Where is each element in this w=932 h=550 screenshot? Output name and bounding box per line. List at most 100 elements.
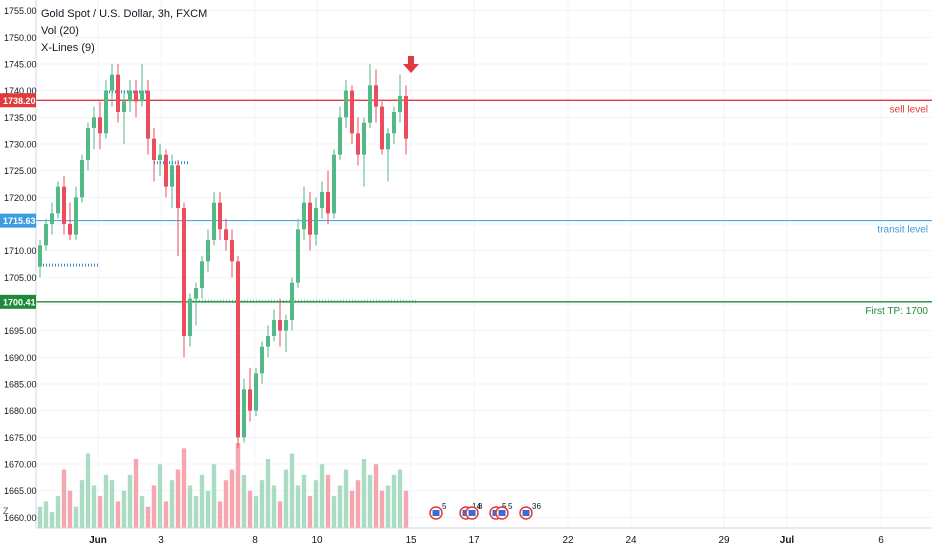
candle[interactable] [140, 64, 144, 107]
candle[interactable] [314, 197, 318, 246]
time-tick-label: Jul [780, 535, 795, 546]
zoom-z-icon[interactable]: Z [3, 506, 9, 516]
candle[interactable] [194, 282, 198, 326]
candle[interactable] [272, 309, 276, 342]
economic-events[interactable]: 5 148 5 5 36 [429, 502, 541, 520]
candle[interactable] [398, 74, 402, 123]
candle[interactable] [380, 101, 384, 155]
candle[interactable] [44, 218, 48, 251]
candle[interactable] [170, 154, 174, 208]
study-xlines[interactable]: X-Lines (9) [41, 42, 95, 54]
candle[interactable] [62, 176, 66, 235]
time-tick-label: 3 [158, 535, 164, 546]
candle-body [146, 90, 150, 139]
candle[interactable] [200, 256, 204, 299]
price-tick-label: 1685.00 [4, 380, 37, 390]
volume-bar [163, 501, 169, 528]
candle[interactable] [182, 202, 186, 358]
candle[interactable] [248, 368, 252, 422]
candle[interactable] [254, 368, 258, 416]
sell-arrow-icon [403, 56, 419, 73]
candle[interactable] [80, 154, 84, 203]
candle[interactable] [392, 106, 396, 144]
candle[interactable] [326, 170, 330, 224]
price-axis[interactable]: 1660.00 1665.00 1670.00 1675.00 1680.00 1685.… [0, 0, 37, 550]
event-flag-icon[interactable]: 36 [519, 502, 541, 520]
candle[interactable] [188, 293, 192, 347]
candle[interactable] [278, 298, 282, 347]
candle[interactable] [104, 80, 108, 139]
volume-bar [157, 464, 163, 528]
candle[interactable] [50, 202, 54, 235]
candle[interactable] [260, 341, 264, 384]
event-flag-icon[interactable]: 5 [495, 502, 513, 520]
candle[interactable] [332, 149, 336, 219]
candle-body [98, 117, 102, 134]
candle[interactable] [212, 192, 216, 246]
price-tick-label: 1745.00 [4, 60, 37, 70]
candle[interactable] [362, 117, 366, 187]
candle[interactable] [374, 69, 378, 123]
event-flag-icon[interactable]: 8 [465, 502, 483, 520]
candle[interactable] [68, 202, 72, 240]
candle[interactable] [158, 144, 162, 176]
candle[interactable] [284, 314, 288, 352]
candle[interactable] [224, 218, 228, 251]
candle[interactable] [386, 128, 390, 182]
x-lines [40, 90, 418, 303]
price-badge-label: 1715.63 [3, 216, 36, 226]
candle[interactable] [152, 128, 156, 182]
study-volume[interactable]: Vol (20) [41, 25, 79, 37]
candle[interactable] [368, 64, 372, 128]
candle[interactable] [128, 80, 132, 112]
candle[interactable] [206, 229, 210, 272]
time-axis[interactable]: Jun 3 8 10 15 17 22 24 29 Jul 6 [36, 527, 932, 546]
candle[interactable] [164, 149, 168, 198]
candle[interactable] [344, 80, 348, 128]
candle[interactable] [356, 117, 360, 166]
volume-bar [241, 474, 247, 528]
price-tick-label: 1675.00 [4, 433, 37, 443]
candle[interactable] [92, 106, 96, 150]
candle[interactable] [74, 186, 78, 240]
candle[interactable] [98, 101, 102, 150]
candle-body [218, 202, 222, 230]
candle[interactable] [266, 325, 270, 358]
candle[interactable] [176, 160, 180, 256]
candle[interactable] [116, 64, 120, 123]
volume-bar [331, 496, 337, 528]
candle[interactable] [290, 277, 294, 331]
candle[interactable] [86, 122, 90, 171]
candle-body [56, 186, 60, 214]
candle[interactable] [338, 106, 342, 160]
candle[interactable] [110, 64, 114, 107]
candle-body [386, 133, 390, 150]
candle[interactable] [302, 186, 306, 240]
symbol-title[interactable]: Gold Spot / U.S. Dollar, 3h, FXCM [41, 8, 208, 20]
volume-bar [265, 458, 271, 528]
candles[interactable] [38, 64, 408, 448]
candle[interactable] [320, 181, 324, 219]
candle-body [242, 389, 246, 438]
candle-body [344, 90, 348, 118]
candle[interactable] [350, 85, 354, 144]
candle[interactable] [122, 90, 126, 144]
axis-corner [0, 530, 34, 550]
candle[interactable] [404, 85, 408, 155]
candle[interactable] [56, 181, 60, 219]
candle[interactable] [230, 229, 234, 278]
candle-body [206, 240, 210, 262]
candle[interactable] [308, 192, 312, 251]
candle[interactable] [242, 378, 246, 443]
event-flag-icon[interactable]: 5 [429, 502, 447, 520]
volume-bar [115, 501, 121, 528]
candle[interactable] [146, 80, 150, 155]
candle[interactable] [218, 192, 222, 240]
candle[interactable] [134, 80, 138, 118]
candle[interactable] [38, 240, 42, 278]
price-tick-label: 1680.00 [4, 406, 37, 416]
candle[interactable] [296, 218, 300, 288]
candle[interactable] [236, 256, 240, 448]
candle-body [332, 154, 336, 214]
